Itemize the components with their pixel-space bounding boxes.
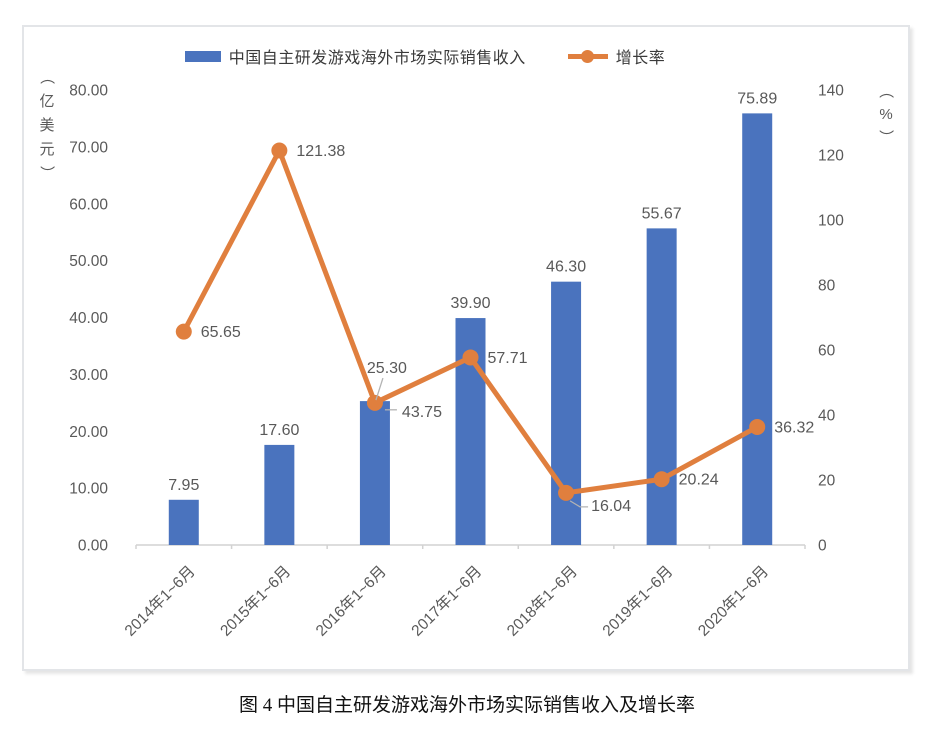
growth-line-point xyxy=(558,484,575,501)
growth-line-point xyxy=(366,394,383,411)
revenue-bar xyxy=(646,228,677,545)
revenue-bar xyxy=(168,499,199,545)
right-axis-tick-label: 0 xyxy=(818,538,827,555)
right-axis-tick-label: 20 xyxy=(818,473,836,490)
growth-point-label: 20.24 xyxy=(679,472,719,489)
growth-line-point xyxy=(653,471,670,488)
x-axis-category-label: 2015年1~6月 xyxy=(217,562,295,640)
left-axis-unit-char: （ xyxy=(38,69,55,84)
revenue-bar-label: 39.90 xyxy=(450,295,490,312)
label-leader-line xyxy=(375,377,384,401)
bar-swatch-icon xyxy=(184,50,221,62)
revenue-bar-label: 7.95 xyxy=(168,477,199,494)
left-axis-unit-char: 亿 xyxy=(39,93,54,110)
left-axis-tick-label: 0.00 xyxy=(78,538,109,555)
left-axis-tick-label: 50.00 xyxy=(69,253,108,270)
left-axis-tick-label: 40.00 xyxy=(69,310,108,327)
left-axis-tick-label: 70.00 xyxy=(69,139,108,156)
right-axis-tick-label: 80 xyxy=(818,278,836,295)
legend-label-revenue: 中国自主研发游戏海外市场实际销售收入 xyxy=(228,50,526,67)
x-axis-category-label: 2019年1~6月 xyxy=(599,562,677,640)
label-leader-line xyxy=(569,500,589,508)
growth-point-label: 121.38 xyxy=(296,143,345,160)
legend-item-growth: 增长率 xyxy=(567,44,666,68)
x-axis-category-label: 2018年1~6月 xyxy=(503,562,581,640)
revenue-bar xyxy=(359,401,390,545)
growth-point-label: 57.71 xyxy=(488,350,528,367)
right-axis-unit-char: % xyxy=(879,106,892,123)
growth-line-point xyxy=(462,349,479,366)
revenue-bar-label: 17.60 xyxy=(259,422,299,439)
revenue-bar-label: 46.30 xyxy=(546,259,586,276)
left-axis-tick-label: 30.00 xyxy=(69,367,108,384)
figure-caption: 图 4 中国自主研发游戏海外市场实际销售收入及增长率 xyxy=(238,695,695,716)
revenue-bar xyxy=(551,281,582,545)
growth-point-label: 43.75 xyxy=(402,404,442,421)
revenue-bar-label: 55.67 xyxy=(642,205,682,222)
left-axis-tick-label: 60.00 xyxy=(69,196,108,213)
left-axis-tick-label: 80.00 xyxy=(69,83,108,100)
growth-line-point xyxy=(749,418,766,435)
growth-point-label: 65.65 xyxy=(201,324,241,341)
growth-point-label: 16.04 xyxy=(591,498,631,515)
growth-point-label: 36.32 xyxy=(774,419,814,436)
x-axis-category-label: 2016年1~6月 xyxy=(312,562,390,640)
right-axis-tick-label: 60 xyxy=(818,343,836,360)
chart-legend: 中国自主研发游戏海外市场实际销售收入 增长率 xyxy=(0,43,868,69)
x-axis-category-label: 2017年1~6月 xyxy=(408,562,486,640)
revenue-bar xyxy=(264,444,295,545)
left-axis-unit-char: 美 xyxy=(39,117,54,134)
right-axis-unit-char: ） xyxy=(877,129,894,144)
right-axis-tick-label: 120 xyxy=(818,148,844,165)
left-axis-unit-char: 元 xyxy=(39,141,54,158)
left-axis-tick-label: 20.00 xyxy=(69,424,108,441)
right-axis-unit-char: （ xyxy=(877,83,894,98)
revenue-bar xyxy=(742,113,773,546)
legend-label-growth: 增长率 xyxy=(615,50,666,67)
left-axis-unit-char: ） xyxy=(38,165,55,180)
left-axis-tick-label: 10.00 xyxy=(69,481,108,498)
revenue-bar-label: 25.30 xyxy=(367,360,407,377)
right-axis-tick-label: 140 xyxy=(818,83,844,100)
legend-item-revenue: 中国自主研发游戏海外市场实际销售收入 xyxy=(184,44,526,68)
x-axis-category-label: 2014年1~6月 xyxy=(121,562,199,640)
growth-line-point xyxy=(271,142,288,159)
x-axis-category-label: 2020年1~6月 xyxy=(694,562,772,640)
right-axis-tick-label: 40 xyxy=(818,408,836,425)
line-marker-icon xyxy=(567,49,608,63)
right-axis-tick-label: 100 xyxy=(818,213,844,230)
revenue-bar-label: 75.89 xyxy=(737,90,777,107)
line-marker-dot-icon xyxy=(580,49,594,63)
growth-line-point xyxy=(175,323,192,340)
